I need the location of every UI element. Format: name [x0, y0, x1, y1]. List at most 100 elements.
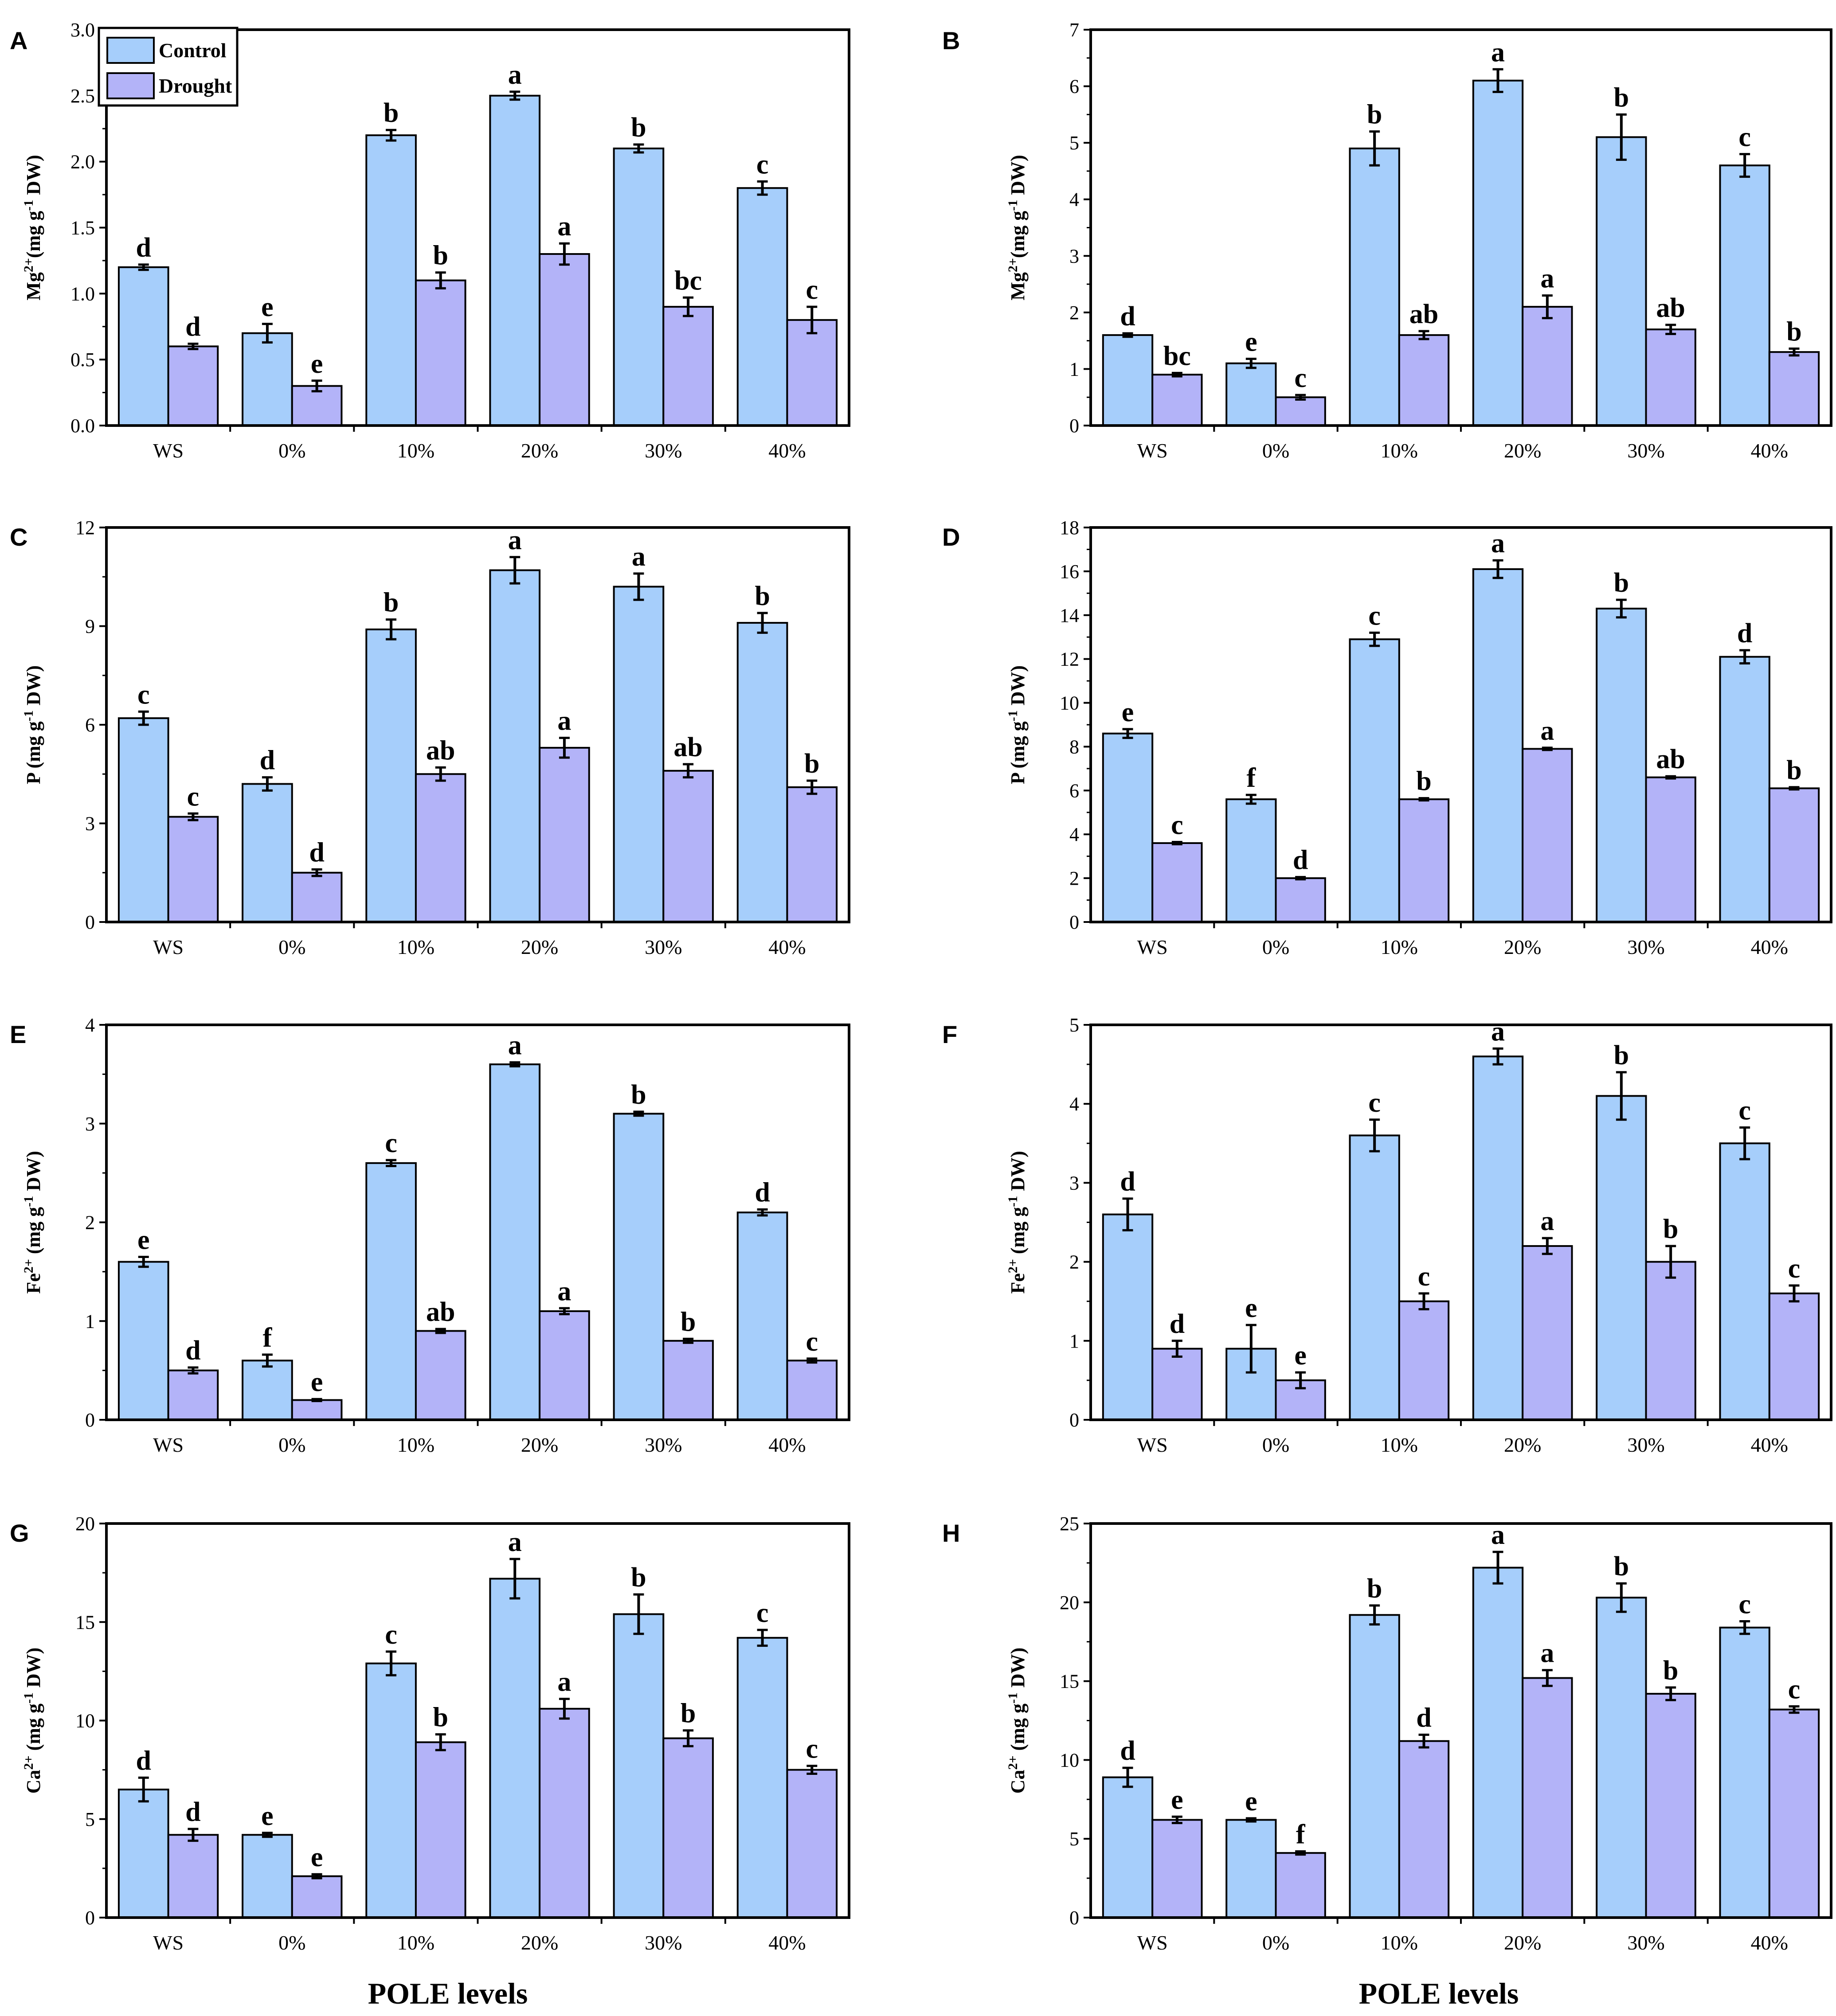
panel-letter: A [10, 27, 27, 55]
bar-control-5 [1719, 1626, 1770, 1919]
significance-letter: b [631, 1080, 646, 1110]
x-tick-label: 40% [1751, 1931, 1788, 1954]
significance-letter: d [185, 1797, 200, 1827]
y-tick-label: 4 [1069, 189, 1079, 211]
bar-drought-2 [415, 1330, 466, 1421]
y-tick-label: 9 [85, 616, 95, 637]
bar-control-5 [736, 1637, 788, 1919]
significance-letter: c [385, 1620, 397, 1650]
x-tick-label: 0% [278, 439, 305, 462]
x-tick-label: 30% [1627, 936, 1664, 958]
bar-control-3 [489, 1578, 541, 1918]
significance-letter: a [1491, 1016, 1505, 1047]
y-tick-label: 5 [85, 1809, 95, 1830]
bar-control-3 [1472, 79, 1524, 427]
y-axis-label: Ca2+ (mg g-1 DW) [21, 1648, 44, 1794]
y-axis-label: Fe2+ (mg g-1 DW) [1006, 1151, 1029, 1293]
bar-control-5 [736, 622, 788, 923]
y-tick-label: 2 [1069, 867, 1079, 889]
bar-control-2 [1349, 638, 1400, 923]
significance-letter: bc [674, 266, 702, 296]
bar-drought-5 [786, 1769, 838, 1918]
bar-drought-5 [786, 319, 838, 426]
significance-letter: e [1294, 1340, 1307, 1371]
x-axis-title-left: POLE levels [368, 1977, 528, 2010]
x-tick-label: 40% [1751, 439, 1788, 462]
y-tick-label: 12 [1060, 649, 1079, 670]
y-label-unit: (mg g [1007, 721, 1029, 773]
y-tick-label: 4 [1069, 824, 1079, 845]
x-tick-label: WS [1137, 1931, 1168, 1954]
bar-control-3 [489, 1063, 541, 1421]
panel-letter: D [942, 523, 960, 551]
plot-frame [1089, 1522, 1832, 1919]
significance-letter: c [137, 680, 150, 710]
y-axis-label: Ca2+ (mg g-1 DW) [1006, 1648, 1029, 1794]
y-label-charge: 2+ [21, 258, 36, 272]
significance-letter: b [1786, 755, 1801, 785]
y-label-charge: 2+ [1006, 1259, 1020, 1273]
y-tick-label: 6 [1069, 76, 1079, 98]
y-tick-label: 2.0 [70, 151, 95, 173]
significance-letter: d [755, 1178, 770, 1208]
y-label-tail: DW) [1007, 1151, 1029, 1196]
bar-drought-5 [1768, 787, 1820, 923]
y-tick-label: 0 [85, 911, 95, 933]
y-tick-label: 10 [75, 1710, 95, 1732]
y-tick-label: 1.0 [70, 283, 95, 305]
significance-letter: b [1614, 568, 1629, 598]
panel-letter: H [942, 1519, 960, 1547]
significance-letter: c [806, 1327, 818, 1357]
y-tick-label: 15 [75, 1611, 95, 1633]
y-label-charge: 2+ [1006, 258, 1020, 272]
y-tick-label: 25 [1060, 1513, 1079, 1535]
bar-control-0 [1102, 1776, 1154, 1919]
significance-letter: a [1491, 1520, 1505, 1550]
y-label-tail: DW) [23, 155, 44, 199]
x-tick-label: 30% [645, 1434, 682, 1456]
significance-letter: ab [673, 732, 702, 762]
significance-letter: d [1120, 301, 1135, 332]
y-tick-label: 6 [85, 714, 95, 736]
bar-drought-2 [415, 1741, 466, 1919]
significance-letter: a [1540, 1638, 1554, 1668]
x-tick-label: 0% [278, 1931, 305, 1954]
y-tick-label: 14 [1060, 605, 1079, 626]
bar-drought-4 [662, 1340, 714, 1421]
significance-letter: c [1738, 1096, 1751, 1126]
significance-letter: b [433, 1703, 448, 1733]
y-tick-label: 0 [1069, 911, 1079, 933]
y-tick-label: 0.5 [70, 349, 95, 371]
bar-drought-1 [1275, 877, 1326, 923]
y-label-species: Fe [23, 1273, 44, 1293]
legend: Control Drought [98, 27, 239, 107]
y-label-tail: DW) [1007, 155, 1029, 199]
significance-letter: b [1786, 317, 1801, 347]
y-tick-label: 3 [85, 813, 95, 835]
significance-letter: c [187, 781, 200, 812]
x-tick-label: 10% [397, 1931, 435, 1954]
significance-letter: b [755, 581, 770, 611]
significance-letter: ab [1656, 744, 1685, 774]
bar-drought-2 [1398, 1740, 1450, 1919]
significance-letter: c [1418, 1262, 1430, 1292]
y-axis-label: P (mg g-1 DW) [1006, 665, 1029, 784]
significance-letter: b [1614, 1040, 1629, 1071]
y-label-unit: (mg g [23, 721, 44, 773]
bar-drought-0 [167, 1369, 219, 1421]
x-tick-label: 10% [1381, 1931, 1418, 1954]
significance-letter: b [631, 113, 646, 143]
bar-drought-3 [1522, 1245, 1573, 1421]
x-tick-label: 30% [645, 439, 682, 462]
x-tick-label: 20% [521, 439, 558, 462]
bar-drought-4 [662, 1737, 714, 1918]
y-label-unit: (mg g [23, 211, 44, 258]
significance-letter: b [1663, 1656, 1678, 1686]
significance-letter: b [1663, 1214, 1678, 1244]
y-tick-label: 20 [1060, 1592, 1079, 1614]
bar-drought-3 [1522, 1677, 1573, 1919]
bar-drought-4 [1645, 776, 1696, 923]
significance-letter: c [756, 1598, 769, 1628]
x-tick-label: 0% [278, 936, 305, 958]
y-tick-label: 18 [1060, 517, 1079, 539]
